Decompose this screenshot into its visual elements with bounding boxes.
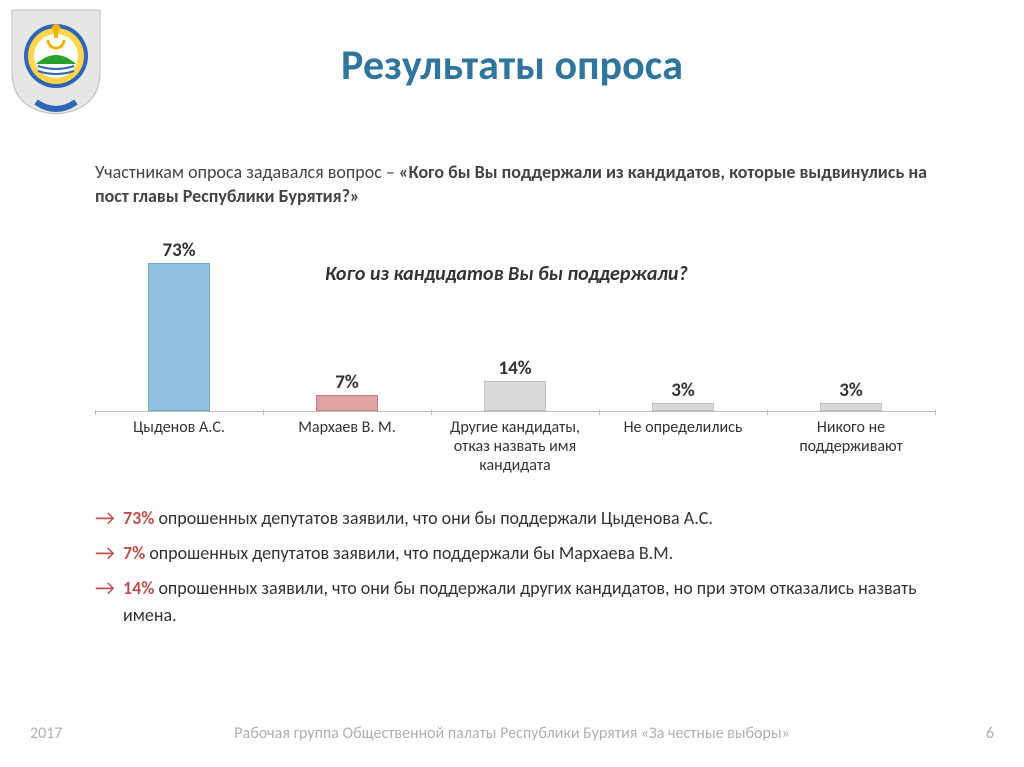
bar-value-label: 14%	[431, 357, 599, 380]
chart-plot-area: 73%7%14%3%3%	[95, 252, 935, 412]
bar-value-label: 3%	[599, 379, 767, 402]
intro-lead: Участникам опроса задавался вопрос –	[95, 161, 399, 183]
bullet-rest: опрошенных депутатов заявили, что они бы…	[154, 507, 713, 529]
bullet-text: 73% опрошенных депутатов заявили, что он…	[123, 505, 935, 532]
bar-value-label: 3%	[767, 379, 935, 402]
arrow-icon: →	[95, 575, 123, 629]
bullet-rest: опрошенных заявили, что они бы поддержал…	[123, 577, 917, 626]
bar-category-label: Другие кандидаты, отказ назвать имя канд…	[431, 418, 599, 476]
support-bar-chart: Кого из кандидатов Вы бы поддержали? 73%…	[95, 252, 935, 477]
bar	[148, 263, 210, 411]
bullet-percent: 7%	[123, 542, 145, 564]
slide: Результаты опроса Участникам опроса зада…	[0, 0, 1024, 767]
summary-bullets: →73% опрошенных депутатов заявили, что о…	[95, 505, 935, 637]
page-title: Результаты опроса	[0, 40, 1024, 91]
bar-group: 7%	[263, 252, 431, 412]
bullet-row: →73% опрошенных депутатов заявили, что о…	[95, 505, 935, 532]
bar-value-label: 7%	[263, 371, 431, 394]
bar-category-label: Не определились	[599, 418, 767, 437]
bar-value-label: 73%	[95, 239, 263, 262]
bullet-rest: опрошенных депутатов заявили, что поддер…	[145, 542, 673, 564]
bar	[820, 403, 882, 411]
chart-tick	[935, 410, 936, 415]
bar	[316, 395, 378, 411]
bar-group: 73%	[95, 252, 263, 412]
bar-group: 3%	[767, 252, 935, 412]
bar	[652, 403, 714, 411]
arrow-icon: →	[95, 505, 123, 532]
bar	[484, 381, 546, 411]
question-intro: Участникам опроса задавался вопрос – «Ко…	[95, 160, 935, 209]
footer-page-number: 6	[986, 724, 994, 743]
bar-category-label: Мархаев В. М.	[263, 418, 431, 437]
bar-category-label: Никого не поддерживают	[767, 418, 935, 456]
bullet-text: 14% опрошенных заявили, что они бы подде…	[123, 575, 935, 629]
footer-credit: Рабочая группа Общественной палаты Респу…	[0, 724, 1024, 743]
bullet-row: →7% опрошенных депутатов заявили, что по…	[95, 540, 935, 567]
bar-category-label: Цыденов А.С.	[95, 418, 263, 437]
bar-group: 3%	[599, 252, 767, 412]
bullet-text: 7% опрошенных депутатов заявили, что под…	[123, 540, 935, 567]
bar-group: 14%	[431, 252, 599, 412]
bullet-percent: 73%	[123, 507, 154, 529]
bullet-row: →14% опрошенных заявили, что они бы подд…	[95, 575, 935, 629]
bullet-percent: 14%	[123, 577, 154, 599]
arrow-icon: →	[95, 540, 123, 567]
